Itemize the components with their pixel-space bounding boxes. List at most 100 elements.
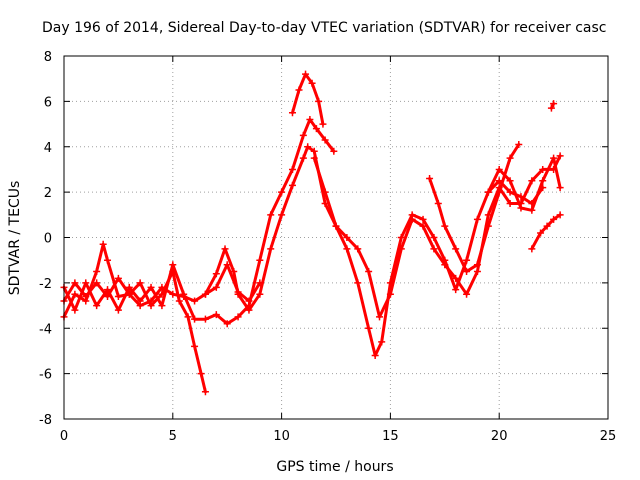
data-point [136,297,144,305]
data-point [299,154,307,162]
x-tick-label: 20 [491,429,508,444]
data-point [528,245,536,253]
y-axis-label: SDTVAR / TECUs [7,181,23,296]
data-point [506,177,514,185]
data-point [556,184,564,192]
data-point [93,268,101,276]
data-point [169,261,177,269]
data-point [169,290,177,298]
data-point [71,306,79,314]
data-point [484,188,492,196]
data-point [365,324,373,332]
x-axis-label: GPS time / hours [276,459,393,475]
data-point [71,279,79,287]
data-point [234,288,242,296]
data-point [537,229,545,237]
x-tick-label: 25 [600,429,617,444]
data-point [426,175,434,183]
y-tick-label: -2 [39,277,52,292]
series-trace-5 [201,261,264,305]
data-point [547,104,555,112]
series-line [428,143,521,273]
y-tick-label: -6 [39,368,52,383]
data-point [550,154,558,162]
data-point [484,222,492,230]
data-point [319,120,327,128]
data-point [452,274,460,282]
data-point [299,131,307,139]
series-line [62,118,336,326]
data-point [371,351,379,359]
data-point [114,292,122,300]
data-point [495,165,503,173]
data-point [158,302,166,310]
series-trace-9 [528,211,564,253]
data-point [556,152,564,160]
data-point [212,283,220,291]
data-point [288,109,296,117]
data-point [304,143,312,151]
data-point [223,320,231,328]
series-line [203,263,262,303]
data-point [321,136,329,144]
data-point [315,97,323,105]
data-point [397,234,405,241]
data-point [184,313,192,321]
data-point [99,240,107,248]
series-line [291,72,325,126]
data-point [452,245,460,253]
y-tick-label: -4 [39,322,52,337]
x-tick-label: 0 [60,429,68,444]
series-line [312,154,562,319]
data-point [256,256,264,264]
y-tick-label: 2 [44,186,52,201]
data-point [441,261,449,269]
data-point [473,268,481,276]
data-point [539,165,547,173]
data-point [82,279,90,287]
data-point [93,279,101,287]
y-tick-label: -8 [39,413,52,428]
data-point [506,188,514,196]
x-tick-label: 15 [382,429,399,444]
data-point [256,290,264,298]
data-point [378,338,386,346]
data-point [158,283,166,291]
data-point [180,290,188,298]
data-series [60,70,564,396]
chart-title: Day 196 of 2014, Sidereal Day-to-day VTE… [42,20,606,36]
y-tick-label: 6 [44,95,52,110]
data-point [147,297,155,305]
data-point [528,177,536,185]
data-point [463,268,471,276]
axes: 0 5 10 15 20 25 -8 -6 -4 -2 0 2 4 6 8 [39,50,616,444]
data-point [267,245,275,253]
series-line [62,242,207,394]
data-point [288,165,296,173]
data-point [539,177,547,185]
data-point [376,313,384,321]
data-point [201,388,209,396]
data-point [104,256,112,264]
data-point [343,245,351,253]
data-point [256,279,264,287]
data-point [71,290,79,298]
data-point [93,302,101,310]
data-point [295,86,303,94]
data-point [310,147,318,155]
series-trace-8 [484,154,564,214]
series-trace-4 [288,70,327,128]
x-tick-label: 5 [169,429,177,444]
data-point [528,206,536,214]
data-point [495,188,503,196]
data-point [125,283,133,291]
data-point [354,279,362,287]
data-point [441,222,449,230]
data-point [310,154,318,162]
x-tick-label: 10 [273,429,290,444]
data-point [312,125,320,133]
series-trace-10 [547,100,558,112]
data-point [452,286,460,294]
series-trace-2 [60,143,547,359]
